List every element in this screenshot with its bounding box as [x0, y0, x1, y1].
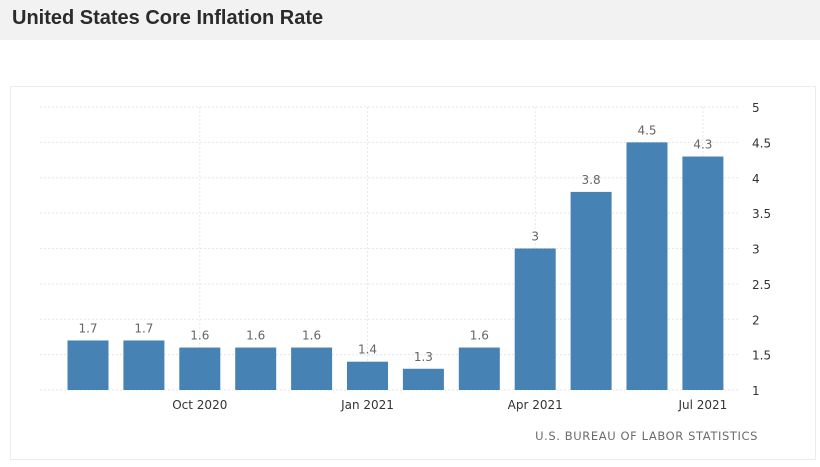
bar — [235, 347, 277, 390]
bar — [291, 347, 333, 390]
bar-value-label: 1.3 — [414, 350, 433, 364]
bar-value-label: 1.7 — [134, 321, 153, 335]
bar — [402, 368, 444, 390]
bar-value-labels: 1.7 1.7 1.6 1.6 1.6 1.4 1.3 1.6 3 3.8 4.5 4.3 — [78, 123, 712, 363]
bar-value-label: 4.3 — [693, 138, 712, 152]
x-tick-label: Apr 2021 — [508, 398, 563, 412]
y-tick-label: 3 — [752, 243, 760, 257]
bar — [347, 361, 388, 390]
y-tick-label: 2.5 — [752, 278, 771, 292]
x-axis: Oct 2020 Jan 2021 Apr 2021 Jul 2021 — [172, 398, 727, 412]
bar-value-label: 1.4 — [358, 343, 377, 357]
y-tick-label: 5 — [752, 101, 760, 115]
y-tick-label: 4.5 — [752, 136, 771, 150]
bar — [123, 340, 165, 390]
y-tick-label: 1 — [752, 384, 760, 398]
title-bar: United States Core Inflation Rate — [0, 0, 820, 40]
bar-value-label: 1.6 — [190, 329, 209, 343]
bars — [67, 142, 724, 390]
bar-value-label: 3.8 — [582, 173, 601, 187]
bar — [67, 340, 109, 390]
x-tick-label: Jul 2021 — [677, 398, 727, 412]
y-tick-label: 2 — [752, 313, 760, 327]
y-tick-label: 1.5 — [752, 349, 771, 363]
chart-panel — [10, 86, 816, 460]
bar-value-label: 1.6 — [302, 329, 321, 343]
bar — [682, 156, 724, 390]
bar — [179, 347, 221, 390]
y-tick-label: 3.5 — [752, 207, 771, 221]
bar — [514, 248, 556, 390]
bar-value-label: 3 — [531, 230, 539, 244]
bar-value-label: 1.6 — [246, 329, 265, 343]
bar-value-label: 4.5 — [637, 123, 656, 137]
page-title: United States Core Inflation Rate — [12, 7, 324, 29]
y-tick-label: 4 — [752, 172, 760, 186]
source-label: U.S. BUREAU OF LABOR STATISTICS — [535, 429, 758, 443]
bar-value-label: 1.6 — [470, 329, 489, 343]
x-tick-label: Jan 2021 — [340, 398, 394, 412]
bar-value-label: 1.7 — [78, 321, 97, 335]
bar — [626, 142, 668, 390]
bar — [458, 347, 500, 390]
x-tick-label: Oct 2020 — [172, 398, 227, 412]
y-axis: 1 1.5 2 2.5 3 3.5 4 4.5 5 — [752, 101, 771, 398]
bar — [570, 191, 612, 390]
